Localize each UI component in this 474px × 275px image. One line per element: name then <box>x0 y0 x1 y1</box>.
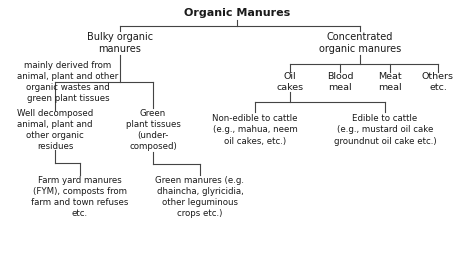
Text: mainly derived from
animal, plant and other
organic wastes and
green plant tissu: mainly derived from animal, plant and ot… <box>18 61 118 103</box>
Text: Concentrated
organic manures: Concentrated organic manures <box>319 32 401 54</box>
Text: Meat
meal: Meat meal <box>378 72 402 92</box>
Text: Blood
meal: Blood meal <box>327 72 353 92</box>
Text: Green manures (e.g.
dhaincha, glyricidia,
other leguminous
crops etc.): Green manures (e.g. dhaincha, glyricidia… <box>155 176 245 218</box>
Text: Well decomposed
animal, plant and
other organic
residues: Well decomposed animal, plant and other … <box>17 109 93 151</box>
Text: Others
etc.: Others etc. <box>422 72 454 92</box>
Text: Farm yard manures
(FYM), composts from
farm and town refuses
etc.: Farm yard manures (FYM), composts from f… <box>31 176 128 218</box>
Text: Oil
cakes: Oil cakes <box>276 72 303 92</box>
Text: Green
plant tissues
(under-
composed): Green plant tissues (under- composed) <box>126 109 181 151</box>
Text: Edible to cattle
(e.g., mustard oil cake
groundnut oil cake etc.): Edible to cattle (e.g., mustard oil cake… <box>334 114 436 145</box>
Text: Bulky organic
manures: Bulky organic manures <box>87 32 153 54</box>
Text: Non-edible to cattle
(e.g., mahua, neem
oil cakes, etc.): Non-edible to cattle (e.g., mahua, neem … <box>212 114 298 145</box>
Text: Organic Manures: Organic Manures <box>184 8 290 18</box>
